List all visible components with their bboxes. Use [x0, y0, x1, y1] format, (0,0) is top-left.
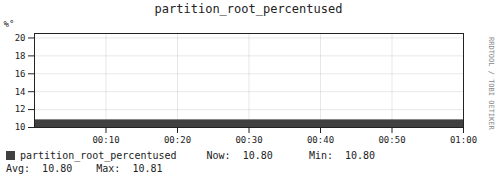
svg-text:00:20: 00:20	[164, 135, 191, 145]
svg-text:00:40: 00:40	[307, 135, 334, 145]
html-text:partition_root_percentused: partition_root_percentused	[20, 150, 177, 161]
svg-text:01:00: 01:00	[450, 135, 477, 145]
html-text:Now: 10.80 Min: 10.80: Now: 10.80 Min: 10.80	[206, 150, 376, 161]
svg-text:20: 20	[15, 33, 26, 43]
svg-text:00:10: 00:10	[92, 135, 119, 145]
svg-text:00:50: 00:50	[378, 135, 405, 145]
svg-text:%°: %°	[4, 19, 15, 29]
html-text:RRDTOOL / TOBI OETIKER: RRDTOOL / TOBI OETIKER	[487, 36, 495, 130]
svg-text:16: 16	[15, 69, 26, 79]
svg-text:14: 14	[15, 87, 26, 97]
svg-text:12: 12	[15, 104, 26, 114]
svg-text:10: 10	[15, 122, 26, 132]
svg-text:00:30: 00:30	[235, 135, 262, 145]
svg-text:18: 18	[15, 51, 26, 61]
html-text:partition_root_percentused: partition_root_percentused	[154, 2, 343, 16]
html-text:Avg: 10.80 Max: 10.81: Avg: 10.80 Max: 10.81	[6, 163, 163, 174]
